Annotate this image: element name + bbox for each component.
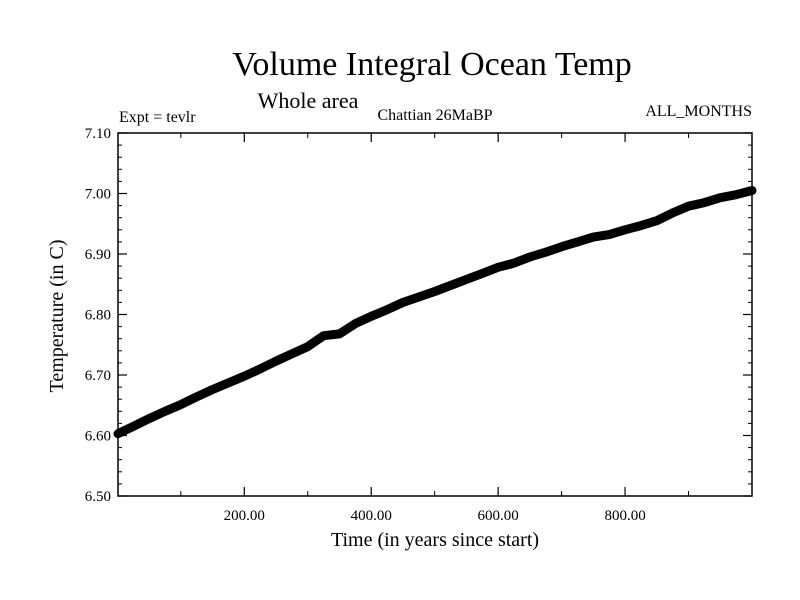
x-axis-label: Time (in years since start) xyxy=(331,529,539,551)
x-tick-label: 400.00 xyxy=(351,508,392,524)
chart-subtitle: Whole area xyxy=(258,88,359,113)
y-tick-label: 6.70 xyxy=(85,368,111,384)
series-line xyxy=(113,186,757,439)
y-tick-label: 6.60 xyxy=(85,429,111,445)
x-tick-label: 200.00 xyxy=(224,508,265,524)
y-tick-label: 6.80 xyxy=(85,308,111,324)
y-tick-label: 6.50 xyxy=(85,489,111,505)
annotation-months: ALL_MONTHS xyxy=(645,103,752,120)
annotation-experiment: Expt = tevlr xyxy=(119,109,196,126)
y-axis: 6.50 6.60 6.70 6.80 6.90 7.00 7.10 xyxy=(85,126,752,505)
y-tick-label: 6.90 xyxy=(85,247,111,263)
y-tick-label: 7.00 xyxy=(85,187,111,203)
chart-title: Volume Integral Ocean Temp xyxy=(232,46,632,83)
x-axis: 200.00 400.00 600.00 800.00 xyxy=(180,133,690,524)
y-axis-label: Temperature (in C) xyxy=(46,240,68,393)
x-tick-label: 800.00 xyxy=(604,508,645,524)
annotation-period: Chattian 26MaBP xyxy=(377,107,492,124)
series-layer xyxy=(113,186,757,439)
x-tick-label: 600.00 xyxy=(478,508,519,524)
y-tick-label: 7.10 xyxy=(85,126,111,142)
plot-area: 6.50 6.60 6.70 6.80 6.90 7.00 7.10 200.00 400.0… xyxy=(85,126,757,524)
